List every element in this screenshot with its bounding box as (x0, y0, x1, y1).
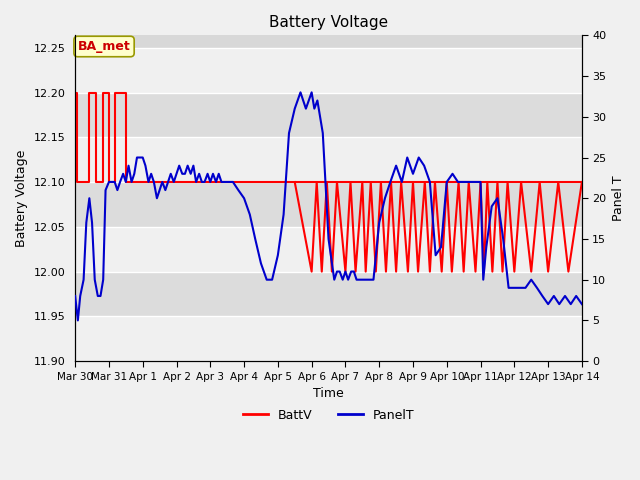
Title: Battery Voltage: Battery Voltage (269, 15, 388, 30)
Bar (75, 48, 582, 93)
Bar (75, 182, 582, 227)
Bar (75, 227, 582, 272)
Bar (75, 316, 582, 361)
Text: BA_met: BA_met (77, 40, 131, 53)
Bar (75, 93, 582, 137)
Y-axis label: Panel T: Panel T (612, 175, 625, 221)
Bar (75, 272, 582, 316)
Y-axis label: Battery Voltage: Battery Voltage (15, 150, 28, 247)
X-axis label: Time: Time (313, 387, 344, 400)
Legend: BattV, PanelT: BattV, PanelT (238, 404, 419, 427)
Bar (75, 137, 582, 182)
